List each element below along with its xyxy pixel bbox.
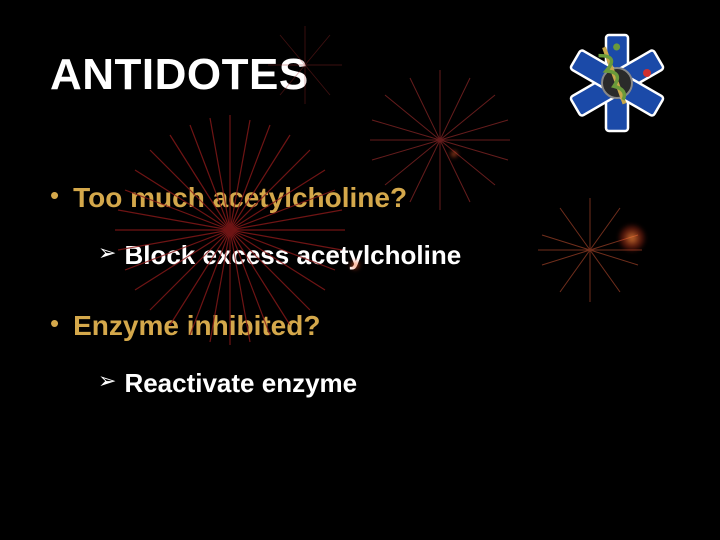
subbullet-text: Block excess acetylcholine — [124, 239, 461, 272]
bullet-text: Enzyme inhibited? — [73, 308, 320, 343]
glow-decoration — [450, 150, 458, 158]
bullet-text: Too much acetylcholine? — [73, 180, 407, 215]
star-of-life-logo — [562, 28, 672, 138]
bullet-marker-icon: • — [50, 180, 59, 211]
bullet-marker-icon: • — [50, 308, 59, 339]
bullet-item: • Too much acetylcholine? — [50, 180, 680, 215]
glow-decoration — [350, 260, 360, 270]
glow-decoration — [619, 225, 645, 251]
arrow-icon: ➢ — [98, 239, 116, 268]
bullet-item: • Enzyme inhibited? — [50, 308, 680, 343]
arrow-icon: ➢ — [98, 367, 116, 396]
subbullet-text: Reactivate enzyme — [124, 367, 357, 400]
subbullet-item: ➢ Reactivate enzyme — [98, 367, 680, 400]
subbullet-item: ➢ Block excess acetylcholine — [98, 239, 680, 272]
slide-container: ANTIDOTES • Too much acetylcholine? ➢ Bl… — [0, 0, 720, 540]
